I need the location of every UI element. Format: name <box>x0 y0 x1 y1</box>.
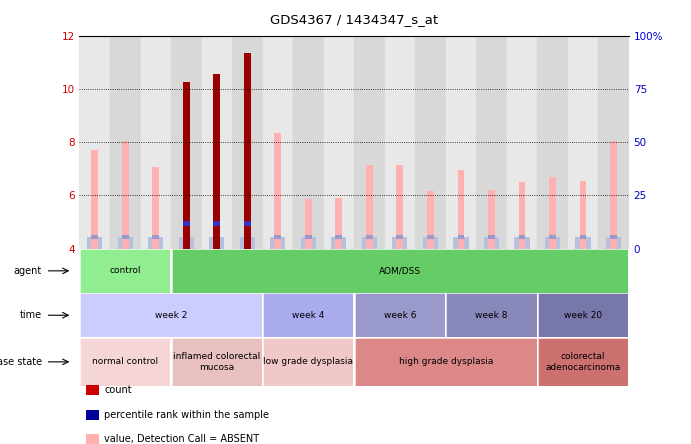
Bar <box>453 237 468 249</box>
Bar <box>263 36 293 249</box>
Bar <box>568 36 598 249</box>
Bar <box>323 36 354 249</box>
Text: colorectal
adenocarcinoma: colorectal adenocarcinoma <box>545 352 621 372</box>
Text: week 2: week 2 <box>155 311 187 320</box>
Bar <box>488 234 495 239</box>
Bar <box>331 237 346 249</box>
Text: week 4: week 4 <box>292 311 325 320</box>
Bar <box>446 36 476 249</box>
Bar <box>122 141 129 249</box>
Bar <box>549 177 556 249</box>
Bar <box>415 36 446 249</box>
Text: AOM/DSS: AOM/DSS <box>379 266 421 275</box>
Bar <box>423 237 438 249</box>
Bar <box>152 234 159 239</box>
Bar <box>537 36 568 249</box>
Bar <box>244 221 251 226</box>
Bar <box>209 237 225 249</box>
Bar <box>293 36 323 249</box>
Bar <box>122 234 129 239</box>
Bar <box>457 170 464 249</box>
Bar <box>362 237 377 249</box>
Bar <box>457 234 464 239</box>
Bar <box>507 36 537 249</box>
Text: week 8: week 8 <box>475 311 508 320</box>
Bar <box>335 198 342 249</box>
Bar <box>580 234 587 239</box>
Bar <box>610 234 617 239</box>
Bar <box>270 237 285 249</box>
Bar <box>244 53 251 249</box>
Bar <box>484 237 499 249</box>
Bar <box>91 150 98 249</box>
Bar <box>354 36 385 249</box>
Text: value, Detection Call = ABSENT: value, Detection Call = ABSENT <box>104 434 259 444</box>
Text: low grade dysplasia: low grade dysplasia <box>263 357 353 366</box>
Bar <box>179 237 194 249</box>
Text: disease state: disease state <box>0 357 42 367</box>
Text: count: count <box>104 385 132 395</box>
Bar <box>240 237 255 249</box>
Bar <box>518 234 525 239</box>
Bar <box>148 237 163 249</box>
Bar <box>335 234 342 239</box>
Bar <box>79 36 110 249</box>
Text: normal control: normal control <box>92 357 158 366</box>
Bar <box>305 234 312 239</box>
Bar <box>545 237 560 249</box>
Bar <box>87 237 102 249</box>
Bar <box>140 36 171 249</box>
Bar <box>488 190 495 249</box>
Bar <box>427 234 434 239</box>
Bar <box>305 199 312 249</box>
Text: percentile rank within the sample: percentile rank within the sample <box>104 410 269 420</box>
Bar <box>397 234 404 239</box>
Bar <box>214 221 220 226</box>
Text: time: time <box>19 310 42 320</box>
Bar <box>598 36 629 249</box>
Bar <box>202 36 232 249</box>
Bar <box>518 182 525 249</box>
Bar <box>214 74 220 249</box>
Bar <box>427 191 434 249</box>
Bar <box>397 165 404 249</box>
Bar <box>385 36 415 249</box>
Text: week 6: week 6 <box>384 311 416 320</box>
Bar <box>152 167 159 249</box>
Bar <box>91 234 98 239</box>
Bar <box>576 237 591 249</box>
Bar <box>117 237 133 249</box>
Text: GDS4367 / 1434347_s_at: GDS4367 / 1434347_s_at <box>270 13 438 26</box>
Bar <box>274 234 281 239</box>
Bar <box>514 237 529 249</box>
Text: agent: agent <box>14 266 42 276</box>
Text: week 20: week 20 <box>564 311 602 320</box>
Bar <box>183 82 190 249</box>
Bar <box>580 181 587 249</box>
Bar <box>610 141 617 249</box>
Bar <box>476 36 507 249</box>
Bar <box>183 221 190 226</box>
Bar <box>392 237 408 249</box>
Bar <box>606 237 621 249</box>
Bar <box>171 36 202 249</box>
Bar <box>366 234 373 239</box>
Bar <box>366 165 373 249</box>
Bar <box>301 237 316 249</box>
Text: high grade dysplasia: high grade dysplasia <box>399 357 493 366</box>
Bar <box>110 36 140 249</box>
Text: inflamed colorectal
mucosa: inflamed colorectal mucosa <box>173 352 261 372</box>
Bar <box>274 133 281 249</box>
Text: control: control <box>109 266 141 275</box>
Bar <box>549 234 556 239</box>
Bar <box>232 36 263 249</box>
